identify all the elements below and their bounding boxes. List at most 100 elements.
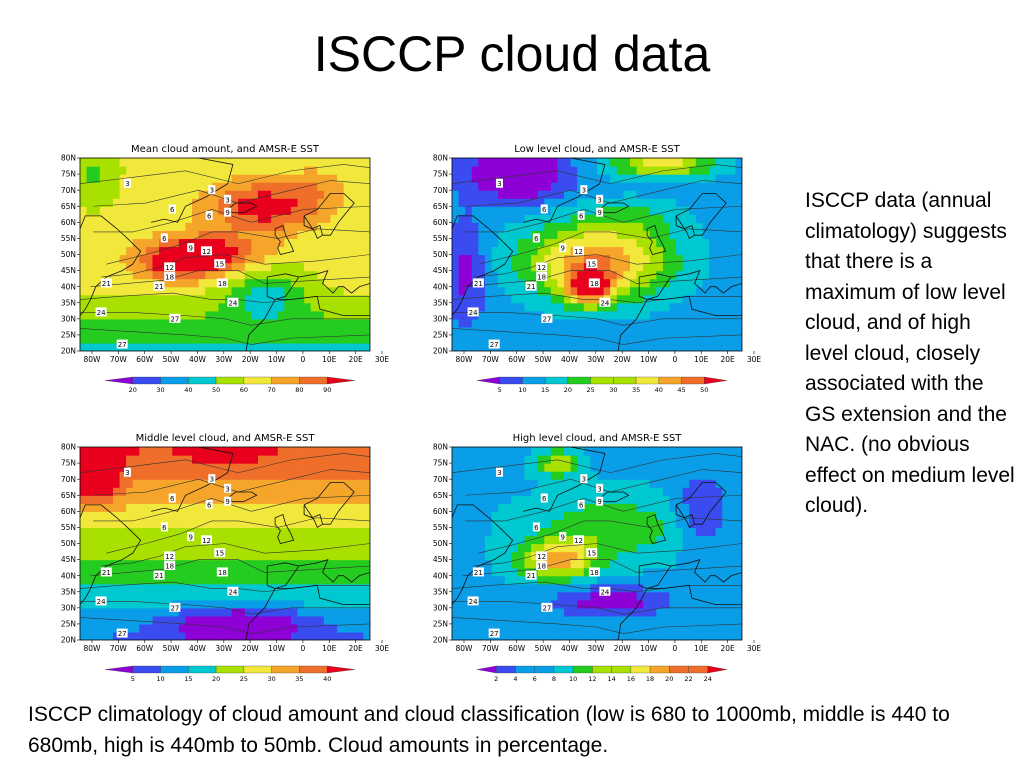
- field-cell: [597, 567, 605, 577]
- field-cell: [570, 198, 578, 207]
- field-cell: [550, 495, 559, 504]
- field-cell: [119, 447, 127, 456]
- field-cell: [557, 318, 565, 328]
- field-cell: [577, 342, 585, 351]
- field-cell: [343, 615, 351, 625]
- field-cell: [284, 190, 292, 199]
- field-cell: [257, 166, 266, 175]
- field-cell: [244, 487, 252, 496]
- lon-label: 30W: [587, 644, 605, 653]
- field-cell: [623, 559, 631, 569]
- field-cell: [517, 535, 526, 545]
- field-cell: [616, 487, 624, 496]
- field-cell: [728, 334, 737, 344]
- field-cell: [350, 607, 358, 617]
- field-cell: [517, 334, 526, 344]
- field-cell: [491, 182, 499, 191]
- field-cell: [583, 318, 592, 328]
- field-cell: [550, 198, 559, 207]
- field-cell: [564, 607, 572, 617]
- field-cell: [471, 615, 479, 625]
- colorbar-segment: [104, 665, 133, 674]
- field-cell: [185, 182, 193, 191]
- field-cell: [112, 599, 121, 609]
- lat-label: 70N: [433, 186, 448, 195]
- colorbar-tick-label: 80: [295, 386, 303, 394]
- field-cell: [629, 607, 638, 617]
- field-cell: [517, 190, 526, 199]
- field-cell: [159, 559, 167, 569]
- field-cell: [99, 479, 107, 488]
- lon-label: 20E: [720, 355, 735, 364]
- field-cell: [251, 527, 259, 537]
- field-cell: [722, 238, 730, 248]
- field-cell: [99, 190, 107, 199]
- field-cell: [119, 551, 127, 561]
- field-cell: [517, 503, 526, 512]
- field-cell: [310, 230, 318, 240]
- field-cell: [218, 222, 226, 231]
- field-cell: [458, 543, 466, 553]
- field-cell: [297, 158, 305, 167]
- field-cell: [649, 599, 657, 609]
- field-cell: [218, 342, 226, 351]
- field-cell: [649, 190, 657, 199]
- field-cell: [343, 198, 351, 207]
- field-cell: [643, 591, 651, 601]
- field-cell: [304, 286, 312, 296]
- field-cell: [616, 246, 624, 256]
- field-cell: [597, 479, 605, 488]
- field-cell: [603, 174, 611, 183]
- field-cell: [126, 302, 134, 312]
- field-cell: [629, 214, 638, 223]
- field-cell: [728, 198, 737, 207]
- field-cell: [676, 278, 684, 288]
- field-cell: [106, 583, 114, 593]
- field-cell: [616, 270, 624, 280]
- field-cell: [284, 206, 292, 215]
- field-cell: [484, 270, 493, 280]
- field-cell: [198, 471, 206, 480]
- lat-label: 25N: [61, 620, 76, 629]
- field-cell: [178, 631, 187, 640]
- field-cell: [517, 583, 526, 593]
- field-cell: [504, 607, 512, 617]
- field-cell: [290, 286, 299, 296]
- field-cell: [656, 334, 664, 344]
- field-cell: [244, 527, 252, 537]
- field-cell: [356, 222, 365, 231]
- field-cell: [531, 342, 539, 351]
- sst-label: 6: [542, 206, 547, 214]
- field-cell: [498, 238, 506, 248]
- field-cell: [343, 278, 351, 288]
- field-cell: [145, 310, 154, 320]
- sst-label-box: [100, 278, 112, 288]
- field-cell: [172, 583, 180, 593]
- field-cell: [192, 206, 200, 215]
- field-cell: [106, 503, 114, 512]
- colorbar-tick-label: 30: [609, 386, 617, 394]
- field-cell: [722, 495, 730, 504]
- field-cell: [277, 583, 285, 593]
- field-cell: [356, 455, 365, 464]
- field-cell: [491, 447, 499, 456]
- field-cell: [225, 342, 233, 351]
- field-cell: [119, 198, 127, 207]
- field-cell: [112, 511, 121, 520]
- field-cell: [689, 270, 697, 280]
- panel-title: Middle level cloud, and AMSR-E SST: [136, 433, 316, 444]
- field-cell: [564, 479, 572, 488]
- field-cell: [531, 607, 539, 617]
- field-cell: [656, 310, 664, 320]
- field-cell: [317, 463, 325, 472]
- field-cell: [728, 575, 737, 585]
- field-cell: [317, 527, 325, 537]
- field-cell: [676, 270, 684, 280]
- field-cell: [728, 591, 737, 601]
- lon-label: 10E: [694, 644, 709, 653]
- field-cell: [264, 166, 272, 175]
- field-cell: [465, 206, 473, 215]
- field-cell: [198, 503, 206, 512]
- field-cell: [570, 190, 578, 199]
- field-cell: [112, 302, 121, 312]
